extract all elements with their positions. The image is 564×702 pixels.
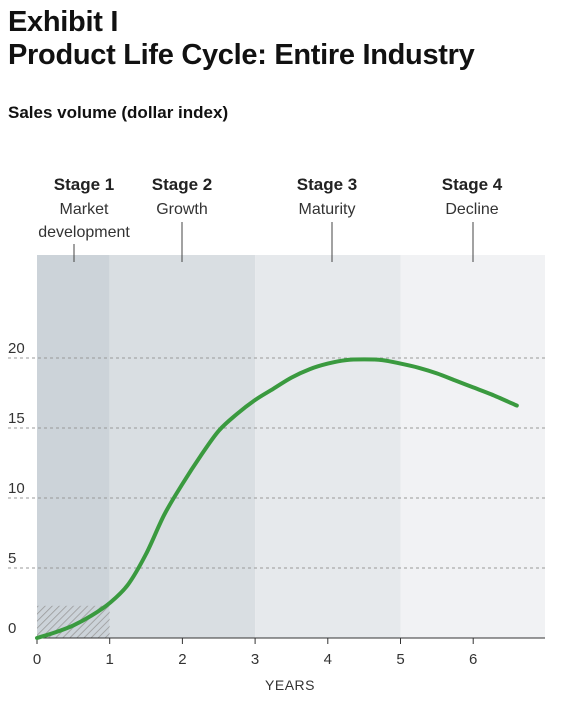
x-tick-label-5: 5 [396,651,404,668]
stage-4-title: Stage 4 [442,175,503,194]
stage-4-name: Decline [445,201,498,218]
stage-band-1 [37,255,110,638]
stage-3-name: Maturity [299,201,356,218]
stage-1-name: Market [60,201,109,218]
x-tick-label-3: 3 [251,651,259,668]
x-tick-label-2: 2 [178,651,186,668]
y-tick-label-0: 0 [8,620,16,637]
chart-title: Product Life Cycle: Entire Industry [8,39,475,71]
y-tick-label-15: 15 [8,410,25,427]
stage-2-title: Stage 2 [152,175,212,194]
stage-1-title: Stage 1 [54,175,114,194]
stage-1-name: development [38,224,130,241]
stage-band-4 [400,255,545,638]
y-tick-label-20: 20 [8,340,25,357]
x-tick-label-1: 1 [106,651,114,668]
x-tick-label-4: 4 [324,651,332,668]
x-axis-title: YEARS [265,677,315,693]
stage-2-name: Growth [156,201,208,218]
stage-band-3 [255,255,401,638]
x-tick-label-0: 0 [33,651,41,668]
y-tick-label-5: 5 [8,550,16,567]
exhibit-label: Exhibit I [8,6,119,38]
sales-volume-curve [35,357,519,640]
stage-3-title: Stage 3 [297,175,357,194]
y-axis-title: Sales volume (dollar index) [8,103,229,122]
y-tick-label-10: 10 [8,480,25,497]
title-block: Exhibit I Product Life Cycle: Entire Ind… [8,6,475,72]
x-tick-label-6: 6 [469,651,477,668]
